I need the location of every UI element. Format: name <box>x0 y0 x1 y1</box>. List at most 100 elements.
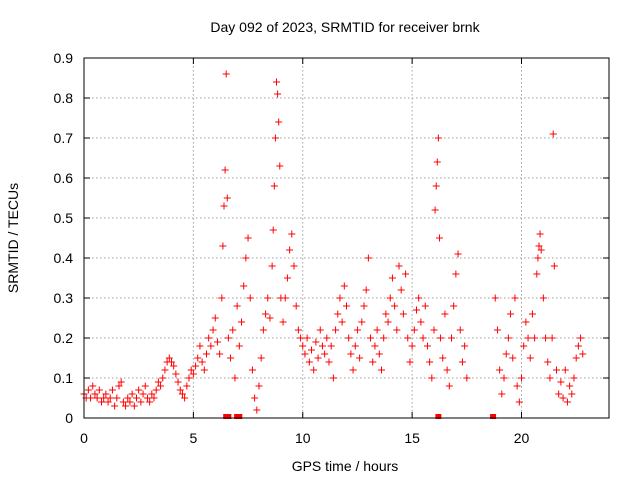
data-point <box>432 182 440 190</box>
data-point <box>421 302 429 310</box>
data-point <box>373 326 381 334</box>
data-point <box>130 402 138 410</box>
data-point <box>152 386 160 394</box>
data-point <box>524 334 532 342</box>
data-point <box>139 390 147 398</box>
data-point <box>128 390 136 398</box>
data-point <box>568 390 576 398</box>
data-point <box>520 342 528 350</box>
data-point <box>141 382 149 390</box>
data-point <box>406 358 414 366</box>
y-tick-label: 0.1 <box>54 370 74 386</box>
data-point <box>200 366 208 374</box>
data-point <box>143 394 151 402</box>
y-tick-label: 0 <box>65 410 73 426</box>
data-point <box>119 398 127 406</box>
data-point <box>203 350 210 358</box>
data-point <box>181 394 189 402</box>
data-point <box>340 282 348 290</box>
data-point <box>367 334 375 342</box>
data-point <box>345 334 353 342</box>
data-point <box>570 374 578 382</box>
data-point <box>431 206 439 214</box>
data-point <box>178 390 186 398</box>
plot-frame <box>83 57 610 419</box>
data-point <box>343 302 350 310</box>
data-point <box>176 386 184 394</box>
data-point <box>248 366 256 374</box>
data-point <box>441 310 449 318</box>
data-point <box>528 310 536 318</box>
data-point <box>124 394 132 402</box>
data-point <box>549 130 557 138</box>
data-point <box>448 334 455 342</box>
data-point <box>273 78 280 86</box>
data-point <box>498 390 506 398</box>
y-tick-label: 0.5 <box>54 210 74 226</box>
data-point <box>189 370 197 378</box>
data-point <box>233 302 241 310</box>
data-point <box>268 262 276 270</box>
data-point <box>384 318 392 326</box>
y-tick-label: 0.9 <box>54 50 74 66</box>
data-point <box>546 374 554 382</box>
data-point <box>106 394 114 402</box>
data-point <box>500 374 508 382</box>
data-point <box>290 262 298 270</box>
data-point <box>154 378 162 386</box>
data-point <box>358 318 366 326</box>
data-point <box>102 390 110 398</box>
data-point <box>542 334 550 342</box>
data-point <box>572 354 580 362</box>
data-point <box>566 382 574 390</box>
data-point <box>219 242 227 250</box>
y-tick-label: 0.6 <box>54 170 74 186</box>
data-point <box>395 262 403 270</box>
data-point <box>113 394 121 402</box>
zero-marker <box>435 414 442 419</box>
data-point <box>205 334 213 342</box>
data-point <box>353 326 361 334</box>
data-point <box>423 342 431 350</box>
data-point <box>579 350 587 358</box>
data-point <box>314 354 322 362</box>
data-point <box>555 390 563 398</box>
data-point <box>349 366 357 374</box>
data-point <box>327 342 335 350</box>
x-tick-label: 15 <box>404 430 420 446</box>
data-point <box>534 254 542 262</box>
data-point <box>559 394 567 402</box>
data-point <box>104 398 112 406</box>
x-tick-label: 20 <box>514 430 530 446</box>
data-point <box>111 402 119 410</box>
y-tick-label: 0.4 <box>54 250 74 266</box>
data-point <box>433 158 441 166</box>
data-point <box>511 294 519 302</box>
data-point <box>266 314 274 322</box>
data-point <box>391 302 399 310</box>
data-point <box>288 230 296 238</box>
data-point <box>496 366 504 374</box>
data-point <box>87 394 95 402</box>
data-point <box>235 342 243 350</box>
data-point <box>526 354 534 362</box>
data-point <box>318 342 326 350</box>
data-point <box>207 342 215 350</box>
data-point <box>443 366 451 374</box>
data-point <box>360 302 368 310</box>
data-point <box>194 354 202 362</box>
data-point <box>308 346 315 354</box>
data-point <box>329 374 337 382</box>
data-point <box>413 306 420 314</box>
data-point <box>463 374 471 382</box>
data-point <box>336 294 344 302</box>
data-point <box>274 90 282 98</box>
data-point <box>316 326 324 334</box>
data-point <box>229 326 237 334</box>
data-point <box>238 318 245 326</box>
data-point <box>122 402 130 410</box>
data-point <box>437 334 445 342</box>
data-point <box>303 334 311 342</box>
data-point <box>325 358 333 366</box>
data-point <box>334 310 342 318</box>
